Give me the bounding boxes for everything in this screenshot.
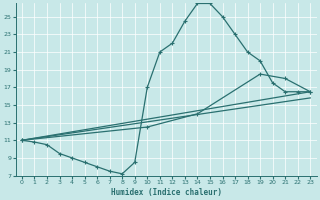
X-axis label: Humidex (Indice chaleur): Humidex (Indice chaleur) (111, 188, 221, 197)
